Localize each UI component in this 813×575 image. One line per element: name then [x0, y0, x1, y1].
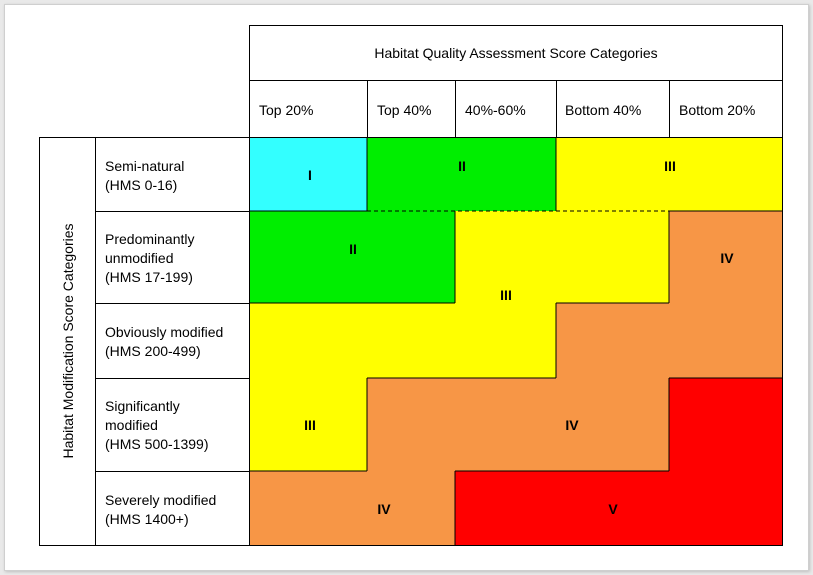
row-label-4: Significantly modified (HMS 500-1399) [105, 397, 209, 454]
region-class-I [249, 137, 367, 211]
row-label-1-line1: Semi-natural [105, 158, 185, 174]
label-class-IV-row5: IV [377, 501, 391, 517]
region-class-III [249, 137, 782, 471]
label-class-II-row1: II [458, 158, 466, 174]
label-class-IV-row4: IV [565, 417, 579, 433]
col-label-bottom40: Bottom 40% [565, 102, 642, 118]
region-class-II-row2 [249, 211, 455, 303]
label-class-IV-row2: IV [720, 250, 734, 266]
row-label-2-line3: (HMS 17-199) [105, 269, 193, 285]
row-label-2-line1: Predominantly [105, 231, 195, 247]
region-class-II-row1 [367, 137, 556, 211]
row-label-1: Semi-natural (HMS 0-16) [105, 157, 184, 195]
row-label-4-line3: (HMS 500-1399) [105, 436, 209, 452]
row-label-4-line1: Significantly [105, 398, 180, 414]
row-label-5: Severely modified (HMS 1400+) [105, 491, 216, 529]
region-borders [249, 137, 782, 545]
label-class-III-center: III [500, 287, 512, 303]
region-class-V [455, 378, 782, 545]
label-class-I: I [308, 167, 312, 183]
label-class-V: V [608, 501, 618, 517]
col-label-bottom20: Bottom 20% [679, 102, 756, 118]
col-label-40-60: 40%-60% [465, 102, 526, 118]
row-label-2-line2: unmodified [105, 250, 174, 266]
label-class-II-row2: II [349, 241, 357, 257]
col-label-top40: Top 40% [377, 102, 432, 118]
header-title: Habitat Quality Assessment Score Categor… [374, 45, 658, 61]
row-label-2: Predominantly unmodified (HMS 17-199) [105, 230, 195, 287]
row-label-4-line2: modified [105, 417, 158, 433]
row-label-3: Obviously modified (HMS 200-499) [105, 323, 223, 361]
row-label-3-line2: (HMS 200-499) [105, 343, 201, 359]
row-label-1-line2: (HMS 0-16) [105, 177, 178, 193]
row-label-5-line2: (HMS 1400+) [105, 511, 189, 527]
label-class-III-row1: III [664, 158, 676, 174]
row-label-5-line1: Severely modified [105, 492, 217, 508]
side-title: Habitat Modification Score Categories [60, 223, 76, 459]
matrix-border [249, 137, 783, 546]
label-class-III-row4: III [304, 417, 316, 433]
row-label-3-line1: Obviously modified [105, 324, 224, 340]
col-label-top20: Top 20% [259, 102, 314, 118]
